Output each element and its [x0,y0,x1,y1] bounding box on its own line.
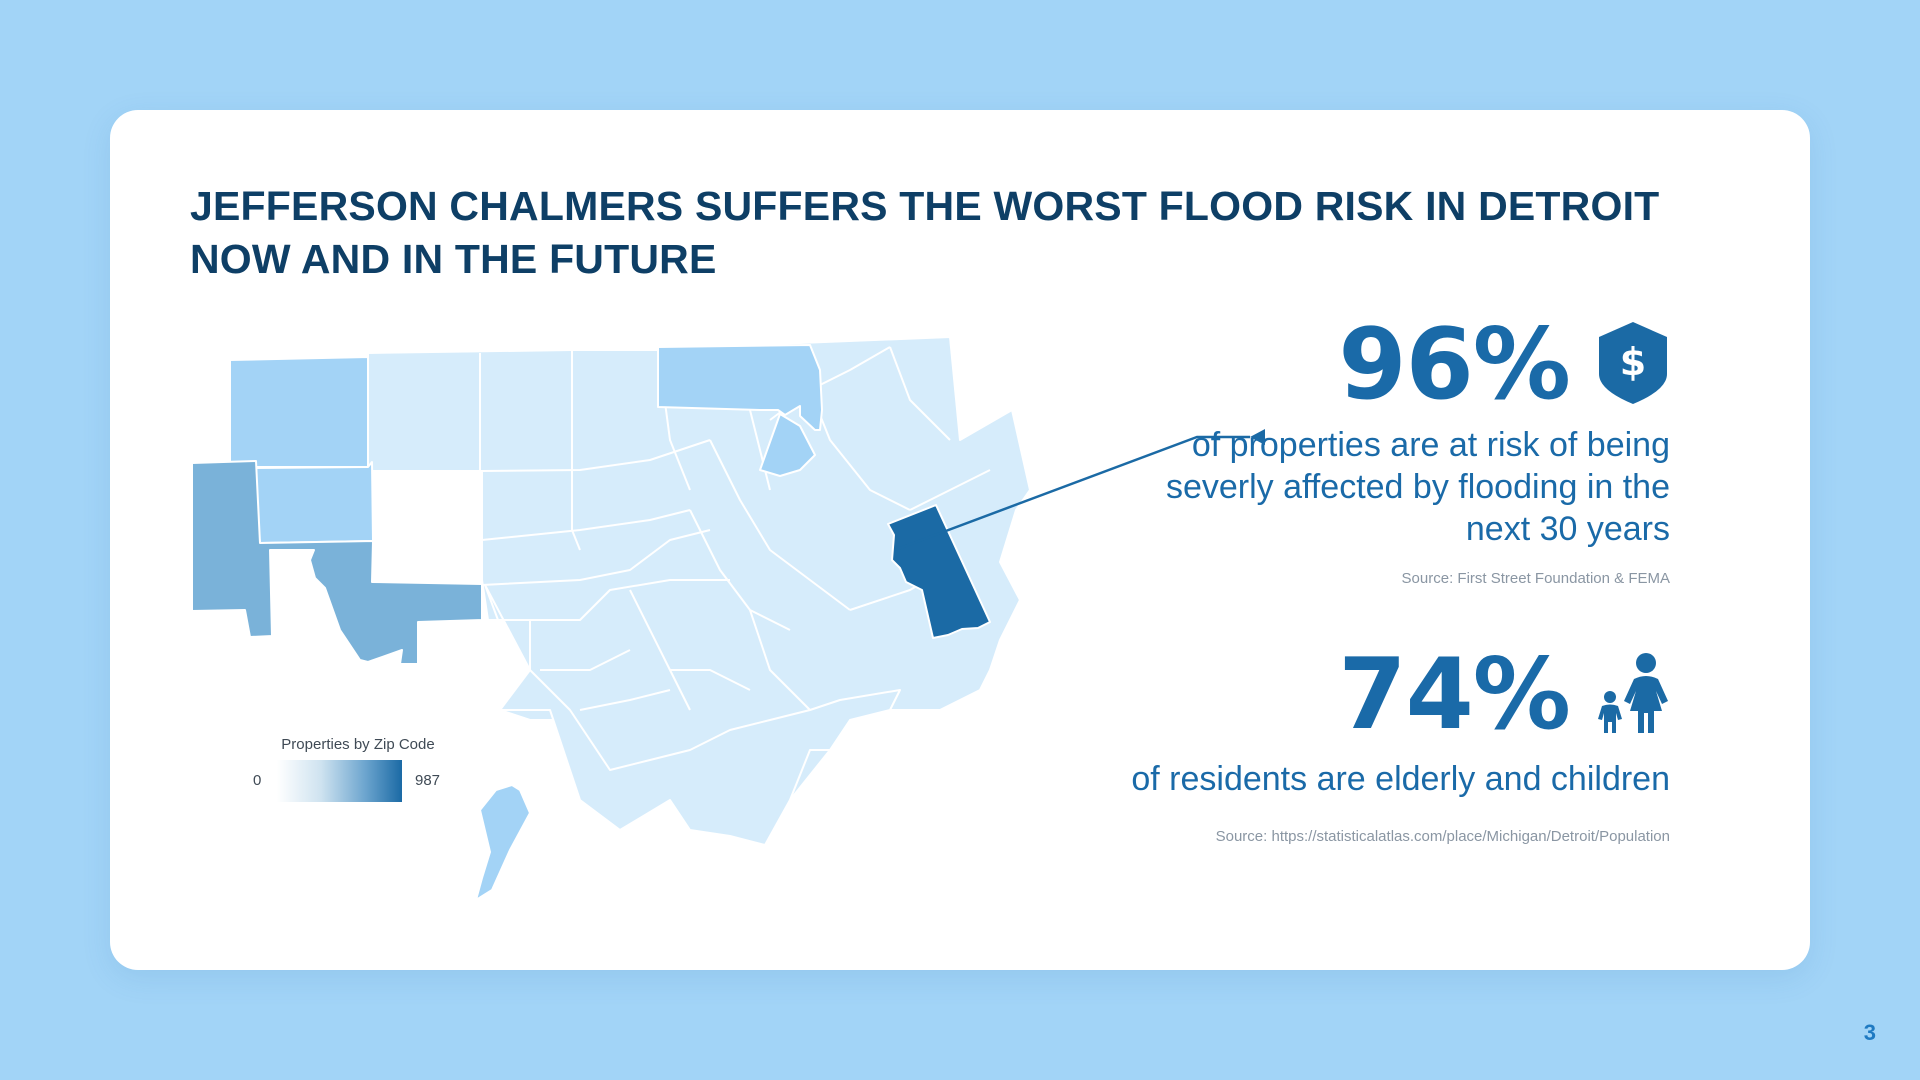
stat-description: of properties are at risk of being sever… [1165,426,1670,548]
stat-value: 74% [1338,638,1571,752]
zip-region [475,784,531,901]
stat-description: of residents are elderly and children [1131,760,1670,798]
zip-region [657,344,823,431]
zip-region [229,356,369,471]
detroit-zip-map [191,336,1265,901]
legend-max-label: 987 [415,772,441,789]
legend-min-label: 0 [253,772,262,789]
stat-headline: 74% [1070,640,1670,750]
legend-gradient-bar [277,760,402,802]
parent-child-icon [1596,651,1670,740]
page-number: 3 [1863,1020,1876,1045]
stat-headline: 96% $ [1110,310,1670,420]
zip-region [191,460,483,665]
callout-line [894,435,1250,552]
zip-region-jefferson-chalmers [887,504,991,639]
zip-region [759,413,816,477]
slide-title: JEFFERSON CHALMERS SUFFERS THE WORST FLO… [190,183,1660,282]
zip-region [253,461,374,544]
callout-arrow-icon [1250,429,1265,445]
stat-source: Source: https://statisticalatlas.com/pla… [1215,828,1670,845]
stat-properties-at-risk: 96% $ of properties are at risk of being… [1110,310,1670,587]
stat-elderly-and-children: 74% of residents are elderly and childre… [1070,640,1670,845]
zip-region [484,584,901,846]
legend-title: Properties by Zip Code [281,736,435,753]
svg-text:$: $ [1620,340,1646,384]
shield-dollar-icon: $ [1596,320,1670,411]
stat-source: Source: First Street Foundation & FEMA [1401,570,1670,587]
slide-card: JEFFERSON CHALMERS SUFFERS THE WORST FLO… [110,110,1810,970]
stat-value: 96% [1338,308,1571,422]
